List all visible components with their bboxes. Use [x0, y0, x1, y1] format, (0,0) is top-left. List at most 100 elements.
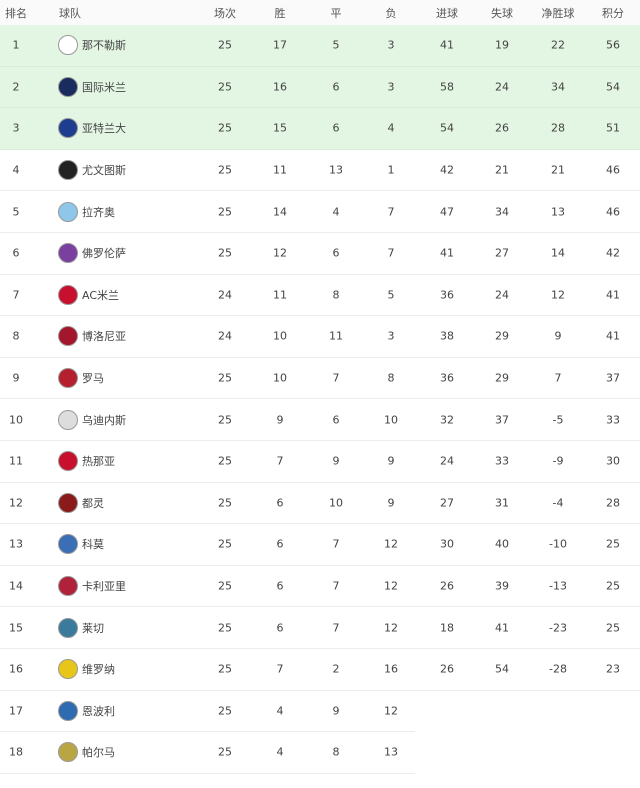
goals-for: 27 [440, 496, 454, 510]
drawn: 6 [332, 413, 340, 427]
team[interactable]: 国际米兰 [58, 76, 126, 97]
lost: 5 [387, 288, 395, 302]
rank: 1 [12, 38, 20, 52]
rank: 18 [9, 745, 23, 759]
rank: 17 [9, 704, 23, 718]
played: 25 [218, 371, 232, 385]
lost: 12 [384, 537, 398, 551]
table-row[interactable]: 3 亚特兰大 25 15 6 4 54 26 28 51 [0, 108, 640, 150]
goals-against: 39 [495, 579, 509, 593]
como-logo-icon [58, 534, 78, 555]
played: 25 [218, 163, 232, 177]
verona-logo-icon [58, 659, 78, 680]
team[interactable]: AC米兰 [58, 284, 119, 305]
goal-diff: 28 [551, 121, 565, 135]
won: 17 [273, 38, 287, 52]
goals-for: 58 [440, 80, 454, 94]
table-row[interactable]: 10 乌迪内斯 25 9 6 10 32 37 -5 33 [0, 399, 640, 441]
goals-against: 54 [495, 662, 509, 676]
rank: 2 [12, 80, 20, 94]
goals-against: 27 [495, 246, 509, 260]
team[interactable]: 恩波利 [58, 700, 115, 721]
table-row[interactable]: 2 国际米兰 25 16 6 3 58 24 34 54 [0, 66, 640, 109]
team-name: 拉齐奥 [82, 205, 115, 219]
table-row[interactable]: 6 佛罗伦萨 25 12 6 7 41 27 14 42 [0, 233, 640, 275]
team[interactable]: 都灵 [58, 492, 104, 513]
team-name: 莱切 [82, 621, 104, 635]
team-name: 亚特兰大 [82, 122, 126, 136]
lost: 12 [384, 621, 398, 635]
goal-diff: 22 [551, 38, 565, 52]
points: 46 [606, 163, 620, 177]
header-goal-diff: 净胜球 [541, 6, 575, 20]
empoli-logo-icon [58, 700, 78, 721]
table-row[interactable]: 5 拉齐奥 25 14 4 7 47 34 13 46 [0, 191, 640, 233]
team[interactable]: 罗马 [58, 368, 104, 389]
goals-against: 26 [495, 121, 509, 135]
table-row[interactable]: 17 恩波利 25 4 9 12 [0, 691, 415, 733]
points: 41 [606, 329, 620, 343]
team-name: 罗马 [82, 372, 104, 386]
goals-for: 36 [440, 371, 454, 385]
team[interactable]: 那不勒斯 [58, 35, 126, 56]
team[interactable]: 帕尔马 [58, 742, 115, 763]
goals-against: 24 [495, 80, 509, 94]
won: 10 [273, 371, 287, 385]
header-drawn: 平 [330, 6, 342, 20]
drawn: 4 [332, 205, 340, 219]
table-row[interactable]: 1 那不勒斯 25 17 5 3 41 19 22 56 [0, 25, 640, 67]
goal-diff: -10 [549, 537, 567, 551]
played: 25 [218, 246, 232, 260]
drawn: 9 [332, 704, 340, 718]
table-row[interactable]: 9 罗马 25 10 7 8 36 29 7 37 [0, 358, 640, 400]
won: 4 [276, 745, 284, 759]
table-row[interactable]: 4 尤文图斯 25 11 13 1 42 21 21 46 [0, 150, 640, 192]
team[interactable]: 乌迪内斯 [58, 409, 126, 430]
drawn: 7 [332, 371, 340, 385]
goals-against: 33 [495, 454, 509, 468]
points: 56 [606, 38, 620, 52]
juventus-logo-icon [58, 160, 78, 181]
table-row[interactable]: 16 维罗纳 25 7 2 16 26 54 -28 23 [0, 649, 640, 691]
table-row[interactable]: 13 科莫 25 6 7 12 30 40 -10 25 [0, 524, 640, 566]
team[interactable]: 佛罗伦萨 [58, 243, 126, 264]
lost: 3 [387, 38, 395, 52]
won: 11 [273, 163, 287, 177]
won: 7 [276, 662, 284, 676]
team[interactable]: 维罗纳 [58, 659, 115, 680]
torino-logo-icon [58, 492, 78, 513]
goals-against: 29 [495, 371, 509, 385]
table-row[interactable]: 7 AC米兰 24 11 8 5 36 24 12 41 [0, 275, 640, 317]
table-row[interactable]: 8 博洛尼亚 24 10 11 3 38 29 9 41 [0, 316, 640, 358]
table-row[interactable]: 15 莱切 25 6 7 12 18 41 -23 25 [0, 607, 640, 649]
goals-for: 32 [440, 413, 454, 427]
table-row[interactable]: 12 都灵 25 6 10 9 27 31 -4 28 [0, 483, 640, 525]
lost: 7 [387, 205, 395, 219]
team[interactable]: 博洛尼亚 [58, 326, 126, 347]
team[interactable]: 拉齐奥 [58, 201, 115, 222]
header-points: 积分 [602, 6, 624, 20]
played: 25 [218, 205, 232, 219]
rank: 13 [9, 537, 23, 551]
team[interactable]: 科莫 [58, 534, 104, 555]
lost: 12 [384, 579, 398, 593]
points: 25 [606, 579, 620, 593]
team[interactable]: 热那亚 [58, 451, 115, 472]
rank: 6 [12, 246, 20, 260]
goal-diff: 14 [551, 246, 565, 260]
team[interactable]: 尤文图斯 [58, 160, 126, 181]
table-row[interactable]: 14 卡利亚里 25 6 7 12 26 39 -13 25 [0, 566, 640, 608]
table-row[interactable]: 18 帕尔马 25 4 8 13 [0, 732, 415, 774]
team[interactable]: 亚特兰大 [58, 118, 126, 139]
partial-row [0, 774, 640, 788]
points: 51 [606, 121, 620, 135]
lost: 16 [384, 662, 398, 676]
lost: 1 [387, 163, 395, 177]
drawn: 7 [332, 537, 340, 551]
team[interactable]: 莱切 [58, 617, 104, 638]
team[interactable]: 卡利亚里 [58, 576, 126, 597]
table-row[interactable]: 11 热那亚 25 7 9 9 24 33 -9 30 [0, 441, 640, 483]
won: 16 [273, 80, 287, 94]
won: 12 [273, 246, 287, 260]
